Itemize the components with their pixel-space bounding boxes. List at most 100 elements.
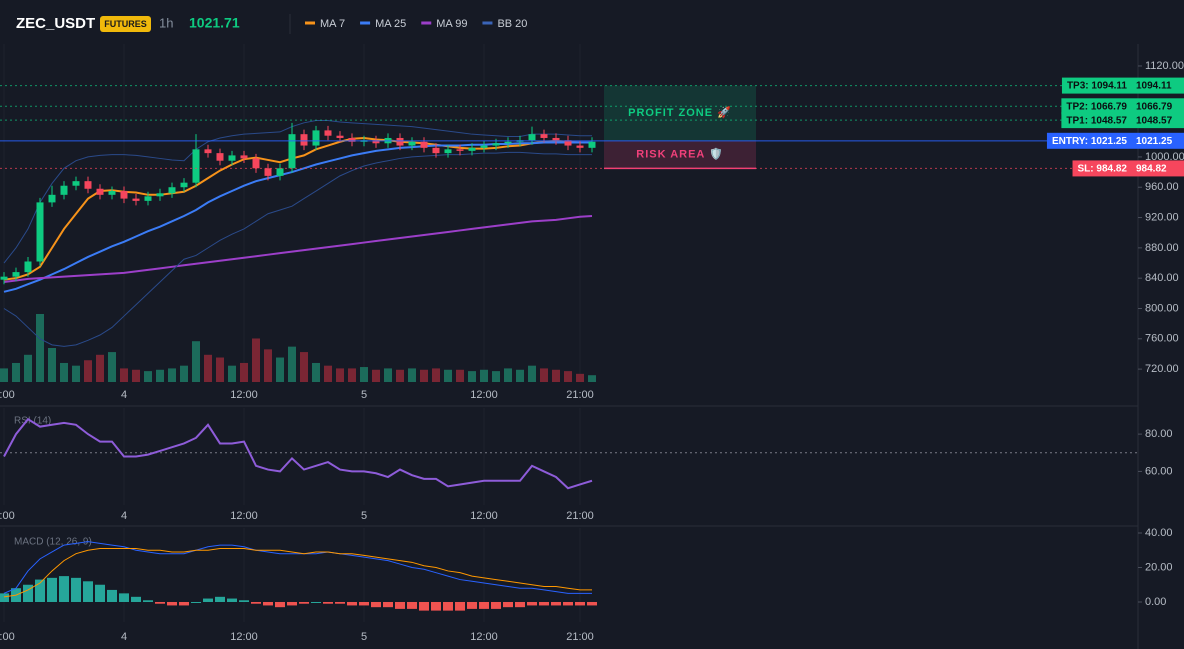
candle-body xyxy=(48,194,56,203)
macd-hist xyxy=(563,601,573,606)
y-tick-label: 80.00 xyxy=(1145,428,1173,440)
candle-body xyxy=(504,141,512,144)
volume-bar xyxy=(276,357,284,382)
candle-body xyxy=(540,134,548,138)
candle-body xyxy=(264,168,272,176)
macd-hist xyxy=(263,601,273,606)
level-tag-bg xyxy=(1072,160,1130,177)
candle-body xyxy=(72,181,80,186)
volume-bar xyxy=(264,349,272,382)
macd-hist xyxy=(191,601,201,603)
x-tick-label: 21:00 xyxy=(566,510,594,522)
macd-hist xyxy=(395,601,405,609)
candle-body xyxy=(348,137,356,142)
y-tick-label: 20.00 xyxy=(1145,561,1173,573)
candle-body xyxy=(120,191,128,199)
x-tick-label: 21:00 xyxy=(566,389,594,401)
volume-bar xyxy=(132,369,140,382)
macd-hist xyxy=(443,601,453,611)
macd-hist xyxy=(323,601,333,604)
macd-hist xyxy=(251,601,261,604)
level-price-bg xyxy=(1130,112,1184,129)
volume-bar xyxy=(252,338,260,382)
x-tick-label: 2:00 xyxy=(0,389,15,401)
macd-hist xyxy=(131,596,141,602)
level-price-bg xyxy=(1130,98,1184,115)
candle-body xyxy=(312,130,320,146)
candle-body xyxy=(444,149,452,154)
candle-body xyxy=(480,145,488,148)
volume-bar xyxy=(420,369,428,382)
candle-body xyxy=(216,153,224,161)
volume-bar xyxy=(204,354,212,382)
candle-body xyxy=(552,137,560,141)
interval[interactable]: 1h xyxy=(159,15,173,30)
volume-bar xyxy=(384,368,392,382)
volume-bar xyxy=(504,368,512,382)
profit-zone xyxy=(604,85,756,141)
volume-bar xyxy=(24,354,32,382)
candle-body xyxy=(324,130,332,136)
ma-line xyxy=(3,215,593,283)
level-price: 984.82 xyxy=(1136,164,1167,175)
volume-bar xyxy=(36,314,44,382)
macd-hist xyxy=(551,601,561,606)
y-tick-label: 760.00 xyxy=(1145,333,1179,345)
candle-body xyxy=(204,149,212,154)
candle-body xyxy=(12,272,20,277)
candle-body xyxy=(456,149,464,151)
volume-bar xyxy=(180,365,188,382)
macd-hist xyxy=(83,581,93,602)
bb-upper xyxy=(3,120,592,264)
x-tick-label: 12:00 xyxy=(470,631,498,643)
macd-hist xyxy=(35,579,45,602)
macd-hist xyxy=(503,601,513,608)
bb-lower xyxy=(3,151,592,347)
volume-bar xyxy=(480,369,488,382)
macd-hist xyxy=(71,577,81,602)
macd-hist xyxy=(407,601,417,609)
volume-bar xyxy=(144,371,152,382)
x-tick-label: 12:00 xyxy=(470,389,498,401)
candle-body xyxy=(24,261,32,273)
volume-bar xyxy=(300,352,308,382)
x-tick-label: 12:00 xyxy=(230,389,258,401)
candle-body xyxy=(468,147,476,151)
level-tag-bg xyxy=(1061,98,1130,115)
candle-body xyxy=(36,202,44,262)
candle-body xyxy=(288,134,296,169)
level-price: 1021.25 xyxy=(1136,136,1173,147)
candle-body xyxy=(240,155,248,159)
volume-bar xyxy=(216,357,224,382)
zone-label: PROFIT ZONE 🚀 xyxy=(628,106,732,119)
volume-bar xyxy=(528,365,536,382)
x-tick-label: 21:00 xyxy=(566,631,594,643)
macd-hist xyxy=(479,601,489,609)
candle-body xyxy=(492,143,500,146)
level-tag: ENTRY: 1021.25 xyxy=(1052,136,1127,147)
macd-title: MACD (12, 26, 9) xyxy=(14,537,92,548)
badge-bg xyxy=(100,16,151,32)
level-tag-bg xyxy=(1061,77,1130,94)
macd-hist xyxy=(59,576,69,602)
macd-hist xyxy=(47,577,57,602)
x-tick-label: 12:00 xyxy=(230,510,258,522)
macd-hist xyxy=(107,589,117,602)
macd-hist xyxy=(119,593,129,602)
risk-zone xyxy=(604,140,756,169)
volume-bar xyxy=(240,362,248,382)
level-price-bg xyxy=(1130,77,1184,94)
y-tick-label: 880.00 xyxy=(1145,242,1179,254)
candle-body xyxy=(396,137,404,146)
volume-bar xyxy=(120,368,128,382)
macd-hist xyxy=(539,601,549,606)
level-tag-bg xyxy=(1046,132,1130,149)
macd-hist xyxy=(335,601,345,604)
volume-bar xyxy=(192,341,200,382)
candle-body xyxy=(144,196,152,201)
macd-hist xyxy=(467,601,477,609)
macd-hist xyxy=(287,601,297,606)
y-tick-label: 60.00 xyxy=(1145,465,1173,477)
candle-body xyxy=(588,141,596,148)
